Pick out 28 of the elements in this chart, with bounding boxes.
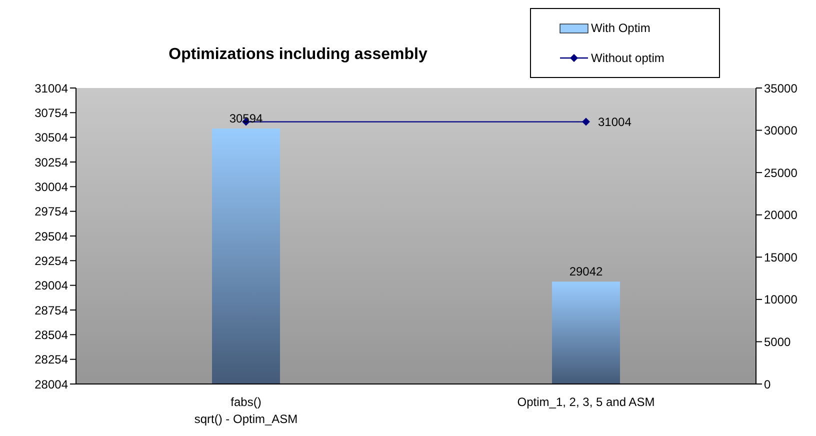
y-tick-label: 29504 <box>34 229 68 244</box>
y-tick-label: 28004 <box>34 377 68 392</box>
chart-title: Optimizations including assembly <box>168 46 428 64</box>
y-tick-label: 28254 <box>34 352 68 367</box>
data-label: 31004 <box>598 114 632 129</box>
y2-tick-label: 25000 <box>764 166 798 180</box>
x-tick-label: Optim_1, 2, 3, 5 and ASM <box>517 395 655 409</box>
y2-tick-label: 5000 <box>764 334 792 349</box>
data-label: 29042 <box>569 264 604 279</box>
x-tick-label: fabs() sqrt() - Optim_ASM <box>194 395 298 426</box>
y-tick-label: 30004 <box>34 180 68 194</box>
y2-tick-label: 0 <box>764 377 771 392</box>
y-tick-label: 30504 <box>34 130 68 145</box>
y-tick-label: 30254 <box>34 155 68 170</box>
y2-tick-label: 10000 <box>764 292 798 307</box>
y-tick-label: 28754 <box>34 303 68 318</box>
legend-label: With Optim <box>591 21 650 35</box>
y2-tick-label: 30000 <box>764 124 798 138</box>
y-tick-label: 29254 <box>34 254 68 268</box>
y2-tick-label: 35000 <box>764 81 798 96</box>
y-tick-label: 31004 <box>34 81 68 96</box>
y-tick-label: 30754 <box>34 106 68 120</box>
y-tick-label: 28504 <box>34 328 68 342</box>
y2-tick-label: 15000 <box>764 250 798 264</box>
legend-label: Without optim <box>591 51 664 65</box>
y-tick-label: 29004 <box>34 278 68 293</box>
y-tick-label: 29754 <box>34 204 68 219</box>
y2-tick-label: 20000 <box>764 208 798 222</box>
